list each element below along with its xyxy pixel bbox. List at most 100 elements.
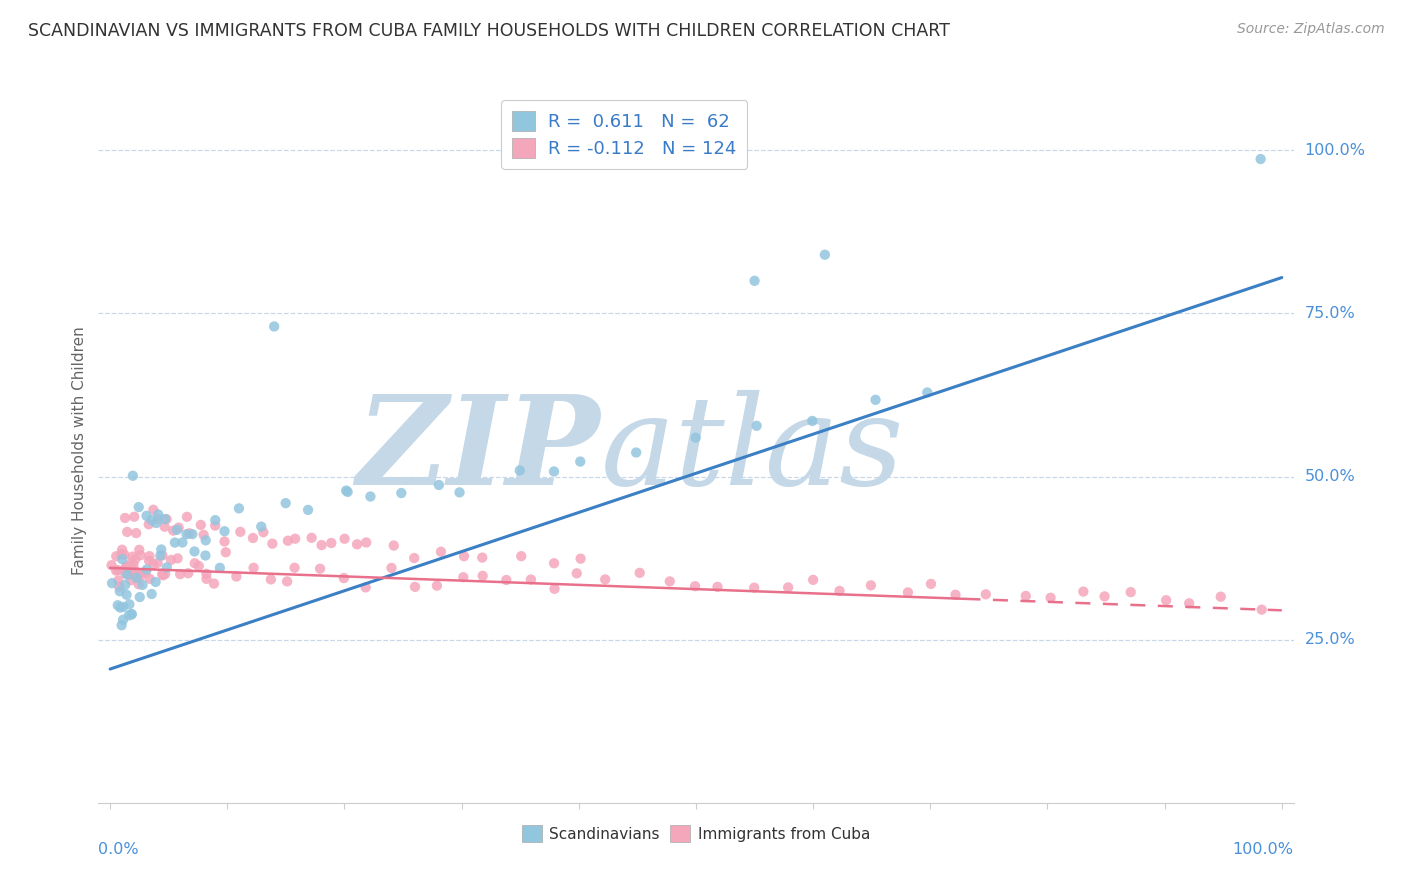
Point [565,566,588,581]
Point [181,527,204,541]
Point [107,599,129,613]
Point [100,558,122,573]
Point [138,549,160,564]
Text: ZIP: ZIP [357,390,600,511]
Point [449,485,471,500]
Text: 75.0%: 75.0% [1305,306,1355,321]
Point [114,511,136,525]
Point [114,578,136,592]
Point [859,578,882,592]
Point [1154,593,1177,607]
Point [495,573,517,587]
Point [284,532,307,546]
Point [107,574,129,588]
Point [115,567,138,582]
Point [125,571,148,585]
Point [128,500,150,514]
Point [1094,590,1116,604]
Point [202,576,225,591]
Point [111,542,134,557]
Point [166,523,188,537]
Point [778,581,800,595]
Point [128,577,150,591]
Point [814,248,837,262]
Text: 25.0%: 25.0% [1305,632,1355,648]
Point [744,274,766,288]
Point [336,484,359,499]
Point [121,549,143,564]
Point [945,588,967,602]
Point [277,533,299,548]
Point [389,486,412,500]
Point [187,558,209,573]
Point [129,568,152,582]
Point [145,574,167,589]
Point [160,553,183,567]
Point [801,573,824,587]
Point [865,392,887,407]
Point [897,585,920,599]
Point [214,524,236,539]
Point [145,516,167,530]
Point [284,560,307,574]
Point [242,531,264,545]
Point [117,566,139,581]
Point [333,571,356,585]
Point [427,478,450,492]
Point [194,533,217,548]
Point [150,566,173,581]
Point [543,556,565,570]
Point [166,551,188,566]
Point [252,525,274,540]
Point [128,590,150,604]
Point [208,561,231,575]
Point [155,512,177,526]
Point [120,574,142,588]
Point [204,513,226,527]
Point [509,463,531,477]
Point [380,561,402,575]
Point [121,468,143,483]
Point [118,597,141,611]
Point [404,551,426,566]
Text: 50.0%: 50.0% [1305,469,1355,484]
Text: 100.0%: 100.0% [1305,143,1365,158]
Point [228,501,250,516]
Point [105,564,128,578]
Point [1209,590,1232,604]
Point [190,517,212,532]
Point [115,524,138,539]
Text: 0.0%: 0.0% [98,842,139,856]
Text: 100.0%: 100.0% [1233,842,1294,856]
Point [122,558,145,572]
Point [543,582,565,596]
Point [917,385,939,400]
Point [628,566,651,580]
Point [974,587,997,601]
Point [828,583,851,598]
Point [543,465,565,479]
Point [128,566,150,581]
Point [101,576,124,591]
Point [359,490,381,504]
Point [1178,596,1201,610]
Point [311,538,333,552]
Point [195,566,218,581]
Point [125,569,148,583]
Point [920,577,942,591]
Point [169,567,191,582]
Point [321,536,343,550]
Point [131,578,153,592]
Point [260,573,283,587]
Point [114,566,136,581]
Point [801,414,824,428]
Point [354,535,377,549]
Point [122,509,145,524]
Point [176,527,198,541]
Point [1015,589,1038,603]
Point [124,552,146,566]
Point [112,613,135,627]
Point [134,566,156,580]
Point [742,581,765,595]
Point [706,580,728,594]
